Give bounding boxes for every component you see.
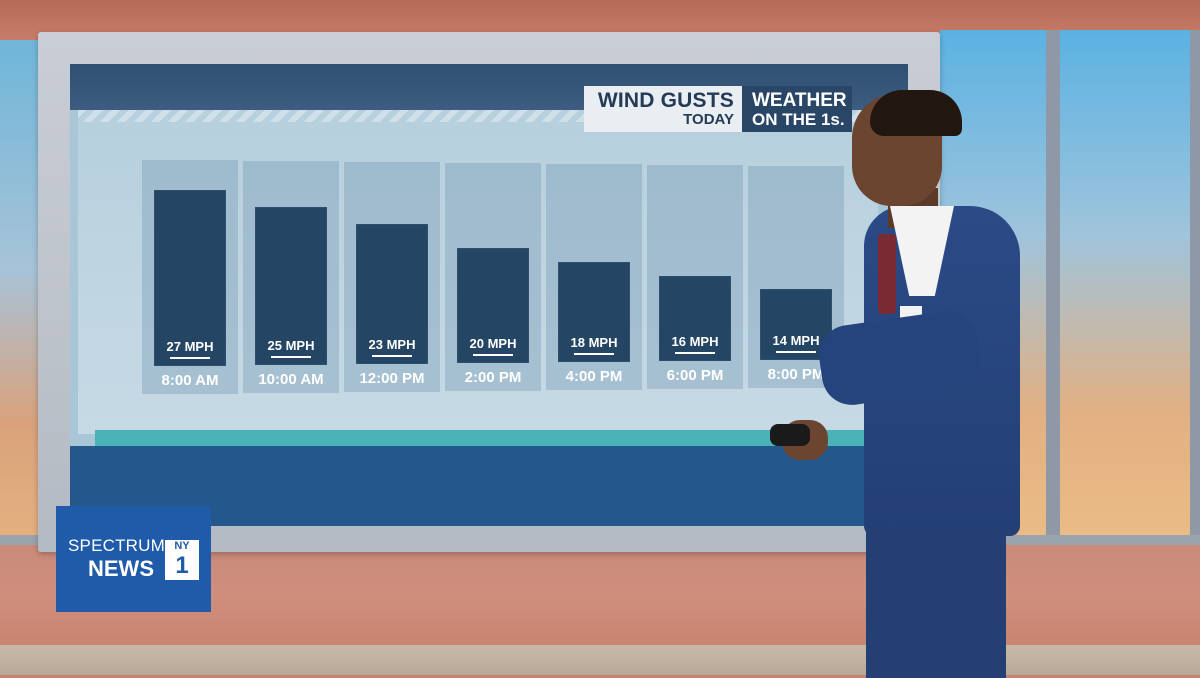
ny1-badge-top: NY [174, 540, 190, 552]
presenter [770, 88, 1040, 678]
bar-value-underline [675, 352, 715, 354]
bar-value-label: 14 MPH [772, 333, 820, 348]
ny1-badge: NY 1 [165, 540, 199, 580]
graphic-title: WIND GUSTS [597, 89, 734, 112]
bar-value-label: 25 MPH [267, 338, 315, 353]
bar: 27 MPH [154, 190, 226, 366]
graphic-title-box: WIND GUSTS TODAY [584, 86, 742, 132]
bar-value-label: 16 MPH [671, 334, 719, 349]
bar-value-underline [372, 355, 412, 357]
spectrum-news-logo: SPECTRUM NEWS NY 1 [56, 506, 211, 612]
bar-time-label: 10:00 AM [258, 371, 324, 388]
bar-value-label: 23 MPH [368, 337, 416, 352]
bar: 18 MPH [558, 262, 630, 362]
bar-time-label: 8:00 PM [767, 366, 825, 383]
bar-value-underline [271, 356, 311, 358]
bar: 23 MPH [356, 224, 428, 364]
presenter-tie [878, 234, 896, 314]
brand-line-1: WEATHER [752, 90, 847, 111]
presenter-pants [866, 528, 1006, 678]
logo-spectrum-text: SPECTRUM [68, 536, 165, 555]
logo-news-text: NEWS [88, 556, 154, 581]
presenter-hair [870, 90, 962, 136]
brand-line-2: ON THE 1s. [752, 110, 845, 129]
bar-time-label: 8:00 AM [161, 372, 219, 389]
bar-time-label: 6:00 PM [666, 367, 724, 384]
panel-divider [1046, 30, 1060, 540]
teal-strip [95, 430, 878, 446]
graphic-subtitle: TODAY [683, 111, 734, 128]
bar-value-underline [574, 353, 614, 355]
clicker-remote [770, 424, 810, 446]
bar-time-label: 4:00 PM [565, 368, 623, 385]
bar: 16 MPH [659, 276, 731, 361]
bar-column: 20 MPH 2:00 PM [445, 163, 541, 391]
bar-time-label: 12:00 PM [359, 370, 425, 387]
bar-column: 25 MPH 10:00 AM [243, 161, 339, 393]
bar-column: 16 MPH 6:00 PM [647, 165, 743, 389]
bar-value-underline [170, 357, 210, 359]
ny1-badge-number: 1 [175, 552, 189, 579]
bar-column: 18 MPH 4:00 PM [546, 164, 642, 390]
bar-time-label: 2:00 PM [464, 369, 522, 386]
bar: 20 MPH [457, 248, 529, 363]
bar-column: 27 MPH 8:00 AM [142, 160, 238, 394]
weather-screen: WIND GUSTS TODAY WEATHER ON THE 1s. 27 M… [70, 64, 908, 526]
bar: 25 MPH [255, 207, 327, 365]
weather-brand-box: WEATHER ON THE 1s. [742, 86, 852, 132]
bar-value-underline [473, 354, 513, 356]
panel-divider [1190, 30, 1200, 540]
bar-column: 23 MPH 12:00 PM [344, 162, 440, 392]
bar-value-label: 20 MPH [469, 336, 517, 351]
bar-value-label: 27 MPH [166, 339, 214, 354]
bar-value-label: 18 MPH [570, 335, 618, 350]
bar-value-underline [776, 351, 816, 353]
